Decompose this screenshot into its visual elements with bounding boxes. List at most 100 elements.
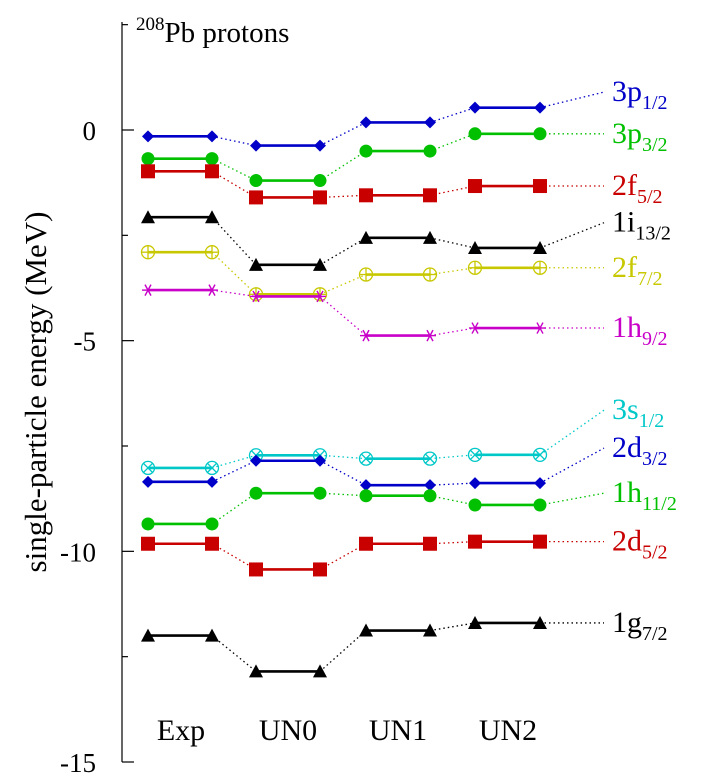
marker (249, 562, 263, 577)
connector-line (429, 540, 476, 545)
series-1h9-2 (142, 284, 604, 342)
marker (423, 188, 437, 203)
marker (469, 477, 481, 490)
marker (533, 127, 547, 141)
label-connector (539, 447, 605, 484)
marker (359, 489, 373, 503)
title-superscript: 208 (136, 14, 165, 35)
label-connector (539, 409, 605, 456)
marker (423, 144, 437, 158)
marker (141, 628, 155, 642)
marker (467, 447, 483, 462)
marker (250, 290, 262, 303)
marker (359, 536, 373, 551)
marker (532, 260, 548, 275)
level-label: 3p3/2 (612, 117, 668, 156)
marker (141, 517, 155, 531)
series-1h11-2 (141, 486, 605, 531)
label-connector (539, 222, 605, 249)
connector-line (429, 237, 476, 249)
series-3p1-2 (142, 91, 605, 152)
connector-line (319, 273, 367, 295)
y-tick-label: -5 (74, 327, 97, 357)
marker (534, 477, 546, 490)
connector-line (429, 482, 476, 486)
category-label: UN1 (369, 714, 427, 747)
marker (532, 447, 548, 462)
marker (422, 451, 438, 466)
marker (248, 287, 264, 302)
marker (422, 267, 438, 282)
marker (313, 190, 327, 205)
level-label: 1h9/2 (612, 311, 668, 350)
marker (533, 498, 547, 512)
marker (467, 260, 483, 275)
marker (313, 562, 327, 577)
series-2f5-2 (141, 164, 604, 205)
level-label: 1h11/2 (612, 476, 677, 515)
marker (468, 615, 482, 629)
marker (424, 479, 436, 492)
marker (141, 536, 155, 551)
label-connector (539, 91, 605, 109)
marker (141, 164, 155, 179)
y-axis: 0 -5 -10 -15 (60, 22, 134, 778)
marker (359, 623, 373, 637)
marker (314, 139, 326, 152)
connector-line (319, 460, 367, 486)
connector-line (211, 289, 257, 298)
marker (142, 130, 154, 143)
marker (469, 322, 481, 334)
category-label: UN0 (259, 714, 317, 747)
marker (359, 188, 373, 203)
marker (534, 101, 546, 114)
connector-line (319, 295, 367, 337)
connector-line (319, 150, 367, 182)
marker (205, 210, 219, 224)
marker (360, 479, 372, 492)
marker (534, 322, 546, 334)
y-tick-label: 0 (83, 116, 97, 146)
marker (424, 329, 436, 342)
series-1i13-2 (141, 210, 605, 271)
marker (249, 664, 263, 678)
connector-line (211, 216, 257, 266)
marker (205, 517, 219, 531)
chart-title: 208Pb protons (136, 14, 289, 49)
marker (204, 460, 220, 476)
marker (469, 101, 481, 114)
marker (468, 240, 482, 254)
marker (249, 257, 263, 271)
connector-line (429, 107, 476, 124)
marker (313, 174, 327, 188)
marker (140, 245, 156, 260)
connector-line (211, 635, 257, 672)
y-tick-label: -10 (60, 537, 96, 567)
marker (313, 257, 327, 271)
series-2d5-2 (141, 534, 604, 577)
marker (250, 454, 262, 467)
marker (468, 179, 482, 194)
marker (140, 460, 156, 476)
connector-line (429, 267, 476, 276)
marker (205, 628, 219, 642)
marker (359, 144, 373, 158)
connector-line (319, 492, 367, 497)
connector-line (319, 121, 367, 147)
marker (423, 230, 437, 244)
series-2f7-2 (140, 245, 604, 302)
series-2d3-2 (142, 447, 605, 492)
marker (206, 284, 218, 296)
connector-line (211, 158, 257, 182)
marker (249, 190, 263, 205)
marker (313, 486, 327, 500)
connector-line (211, 251, 257, 295)
marker (423, 489, 437, 503)
connector-line (429, 185, 476, 196)
marker (250, 139, 262, 152)
marker (424, 116, 436, 129)
marker (468, 127, 482, 141)
series-3p3-2 (141, 127, 604, 188)
